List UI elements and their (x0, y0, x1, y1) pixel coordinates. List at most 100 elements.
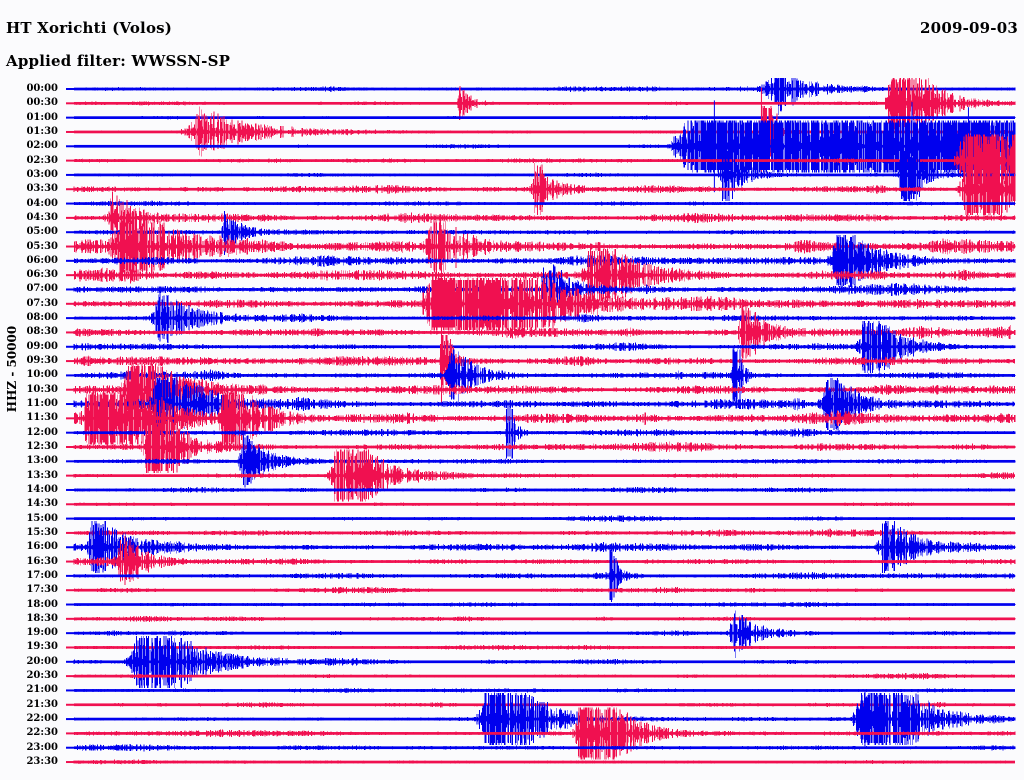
time-label: 15:30 (26, 526, 58, 538)
time-label: 16:00 (26, 541, 58, 553)
trace-waveform (73, 635, 1015, 688)
axis-tick (66, 446, 74, 448)
axis-tick (66, 116, 74, 119)
axis-tick (66, 460, 74, 463)
trace-waveform (74, 392, 1016, 445)
time-axis: 00:00 00:30 01:00 01:30 02:00 02:30 03:00 03:30… (0, 82, 62, 772)
axis-tick (66, 488, 74, 491)
time-label: 18:30 (26, 612, 58, 624)
trace-waveform (73, 421, 1016, 473)
time-label: 02:30 (26, 154, 58, 166)
axis-tick (66, 130, 74, 133)
axis-tick (66, 102, 74, 105)
time-label: 08:00 (26, 312, 58, 324)
time-label: 18:00 (26, 598, 58, 610)
time-label: 05:30 (26, 240, 58, 252)
trace-waveform (73, 601, 1016, 608)
time-label: 06:00 (26, 254, 58, 266)
time-label: 00:00 (26, 83, 58, 94)
trace-baseline (74, 459, 1015, 463)
axis-tick (66, 274, 74, 277)
axis-tick (66, 546, 74, 549)
time-label: 06:30 (26, 269, 58, 281)
trace-waveform (74, 435, 1016, 488)
time-label: 20:00 (26, 655, 58, 667)
axis-tick (66, 259, 74, 262)
axis-tick (66, 617, 74, 620)
trace-waveform (73, 693, 1016, 746)
record-date: 2009-09-03 (920, 19, 1018, 37)
axis-tick (66, 288, 74, 291)
time-label: 20:30 (26, 670, 58, 682)
time-label: 15:00 (26, 512, 58, 524)
axis-tick (66, 675, 74, 678)
time-label: 13:30 (26, 469, 58, 481)
axis-tick (66, 603, 74, 606)
time-label: 16:30 (26, 555, 58, 567)
trace-waveform (73, 528, 1016, 538)
time-label: 19:30 (26, 641, 58, 653)
time-label: 14:00 (26, 483, 58, 495)
axis-tick (66, 431, 74, 434)
time-label: 14:30 (26, 498, 58, 510)
axis-tick (66, 632, 74, 635)
time-label: 23:00 (26, 741, 58, 753)
time-label: 11:30 (26, 412, 58, 424)
axis-tick (66, 231, 74, 234)
event-spike (713, 100, 715, 193)
axis-tick (66, 474, 74, 477)
time-label: 07:00 (26, 283, 58, 295)
filter-label: Applied filter: WWSSN-SP (6, 52, 231, 70)
axis-tick (66, 560, 74, 563)
axis-tick (66, 388, 74, 391)
trace-waveform (74, 148, 1016, 201)
time-label: 17:30 (26, 584, 58, 596)
axis-tick (66, 531, 74, 534)
time-label: 00:30 (26, 97, 58, 109)
trace-waveform (73, 673, 1015, 680)
time-label: 03:30 (26, 183, 58, 195)
time-label: 01:00 (26, 111, 58, 123)
time-label: 10:30 (26, 383, 58, 395)
axis-tick (66, 689, 74, 692)
axis-tick (66, 703, 74, 706)
time-label: 22:30 (26, 727, 58, 739)
trace-waveform (74, 486, 1016, 494)
trace-waveform (73, 449, 1015, 502)
axis-tick (66, 746, 74, 749)
axis-tick (66, 317, 74, 320)
axis-tick (66, 718, 74, 721)
time-label: 04:00 (26, 197, 58, 209)
axis-tick (66, 517, 74, 520)
time-label: 11:00 (26, 398, 58, 410)
time-label: 23:30 (26, 756, 58, 768)
trace-waveform (74, 615, 1016, 622)
axis-tick (66, 360, 74, 363)
seismogram-plot (0, 78, 1024, 778)
axis-tick (66, 245, 74, 248)
time-label: 22:00 (26, 713, 58, 725)
event-spike (732, 348, 734, 403)
axis-tick (66, 374, 74, 377)
time-label: 21:30 (26, 698, 58, 710)
axis-tick (66, 345, 74, 348)
axis-tick (66, 403, 74, 406)
axis-tick (66, 761, 74, 764)
axis-tick (66, 660, 74, 663)
trace-waveform (74, 115, 1016, 120)
time-label: 17:00 (26, 569, 58, 581)
trace-waveform (73, 515, 1015, 522)
time-label: 01:30 (26, 125, 58, 137)
trace-waveform (74, 744, 1016, 752)
event-spike (440, 318, 442, 404)
trace-waveform (73, 78, 1016, 115)
axis-tick (66, 646, 74, 649)
axis-tick (66, 216, 74, 219)
trace-waveform (73, 549, 1016, 602)
axis-tick (66, 159, 74, 162)
time-label: 21:00 (26, 684, 58, 696)
time-label: 08:30 (26, 326, 58, 338)
time-label: 10:00 (26, 369, 58, 381)
time-label: 12:00 (26, 426, 58, 438)
